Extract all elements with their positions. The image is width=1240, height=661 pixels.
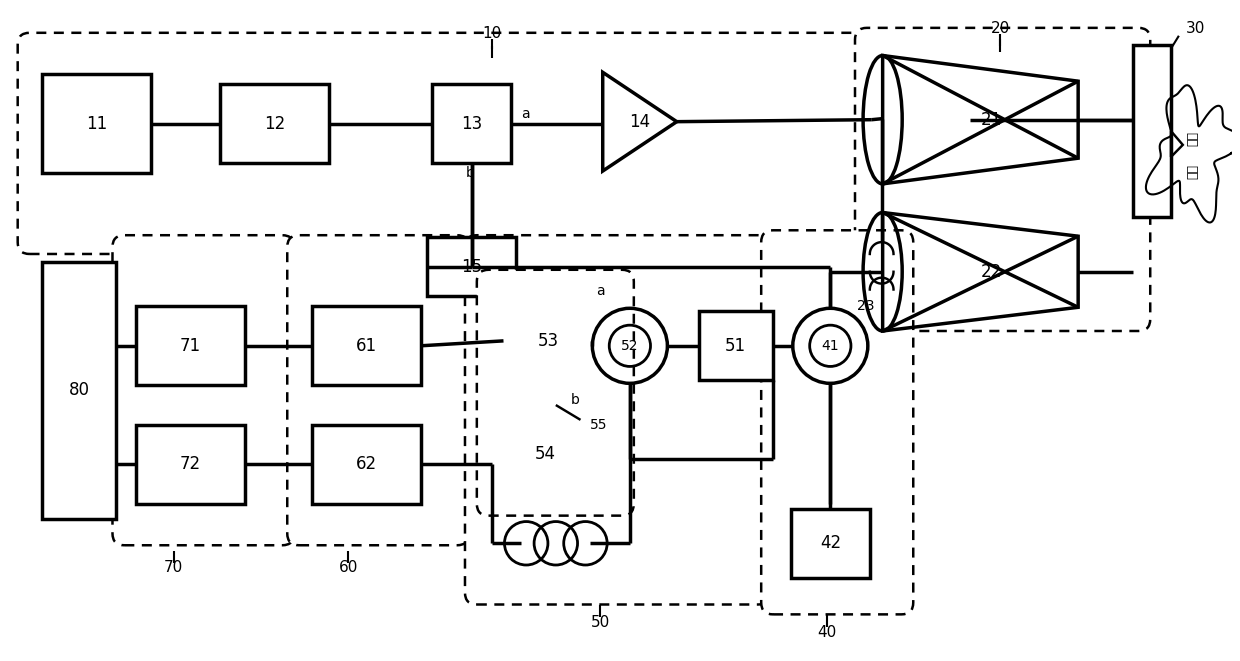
Text: 40: 40 [817, 625, 837, 640]
Text: 12: 12 [264, 114, 285, 133]
Text: a: a [521, 107, 529, 121]
Text: b: b [465, 166, 475, 180]
Text: 20: 20 [991, 21, 1009, 36]
FancyBboxPatch shape [288, 235, 469, 545]
FancyBboxPatch shape [42, 262, 117, 519]
FancyBboxPatch shape [312, 306, 420, 385]
FancyBboxPatch shape [428, 237, 516, 296]
Text: 50: 50 [590, 615, 610, 630]
FancyBboxPatch shape [856, 28, 1151, 331]
FancyBboxPatch shape [503, 420, 588, 489]
Text: 10: 10 [482, 26, 501, 41]
Text: 61: 61 [356, 337, 377, 355]
FancyBboxPatch shape [113, 235, 294, 545]
Text: 62: 62 [356, 455, 377, 473]
FancyBboxPatch shape [761, 230, 913, 614]
FancyBboxPatch shape [42, 74, 151, 173]
FancyBboxPatch shape [433, 84, 511, 163]
Text: 70: 70 [164, 561, 184, 576]
Text: 13: 13 [461, 114, 482, 133]
FancyBboxPatch shape [312, 425, 420, 504]
Text: 55: 55 [590, 418, 608, 432]
FancyBboxPatch shape [791, 509, 869, 578]
FancyBboxPatch shape [221, 84, 329, 163]
Text: 71: 71 [180, 337, 201, 355]
Text: 14: 14 [629, 112, 650, 131]
FancyBboxPatch shape [17, 33, 885, 254]
Text: 53: 53 [537, 332, 558, 350]
Text: 21: 21 [981, 110, 1002, 129]
FancyBboxPatch shape [699, 311, 773, 380]
Text: 15: 15 [461, 258, 482, 276]
Text: 52: 52 [621, 339, 639, 353]
FancyBboxPatch shape [136, 306, 244, 385]
FancyBboxPatch shape [503, 301, 593, 380]
Text: 51: 51 [725, 337, 746, 355]
Text: 60: 60 [339, 561, 358, 576]
FancyBboxPatch shape [477, 270, 634, 516]
Text: 11: 11 [86, 114, 108, 133]
Text: 目标: 目标 [1187, 163, 1199, 178]
Text: 22: 22 [981, 263, 1002, 281]
Text: 41: 41 [822, 339, 839, 353]
Text: 72: 72 [180, 455, 201, 473]
Text: a: a [596, 284, 605, 299]
Text: 42: 42 [820, 534, 841, 553]
Text: 23: 23 [857, 299, 874, 313]
Text: 54: 54 [534, 446, 556, 463]
FancyBboxPatch shape [465, 235, 770, 605]
Text: b: b [572, 393, 580, 407]
Text: 大气: 大气 [1187, 131, 1199, 146]
FancyBboxPatch shape [136, 425, 244, 504]
FancyBboxPatch shape [1133, 45, 1171, 217]
Text: 80: 80 [69, 381, 91, 399]
Text: 30: 30 [1185, 21, 1205, 36]
